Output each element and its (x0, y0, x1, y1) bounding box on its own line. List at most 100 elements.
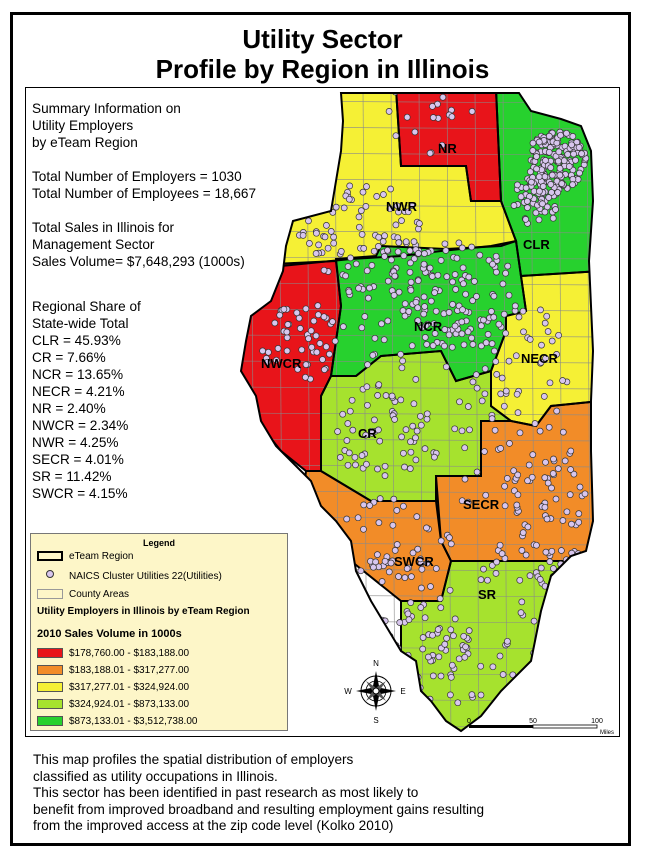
employer-point (401, 300, 409, 308)
caption-line-5: from the improved access at the zip code… (33, 818, 394, 833)
employer-point (418, 584, 425, 592)
employer-point (458, 244, 466, 252)
county-line (241, 282, 593, 286)
employer-point (516, 429, 524, 437)
employer-point (401, 463, 408, 471)
employer-point (312, 250, 320, 257)
employer-point (343, 437, 351, 444)
employer-point (456, 398, 463, 406)
employer-point (559, 517, 567, 524)
employer-point (331, 543, 339, 551)
employer-point (421, 303, 428, 310)
employer-point (381, 472, 389, 479)
employer-point (423, 559, 431, 567)
employer-point (426, 264, 434, 272)
employer-point (515, 313, 523, 321)
employer-point (478, 397, 486, 405)
employer-point (471, 278, 478, 285)
employer-point (414, 304, 422, 312)
compass-n: N (373, 659, 379, 668)
employer-point (555, 157, 562, 165)
county-line (474, 93, 480, 731)
employer-point (447, 673, 455, 681)
employer-point (410, 400, 418, 408)
employer-point (361, 313, 369, 320)
employer-point (544, 328, 552, 335)
employer-point (461, 444, 469, 452)
employer-point (402, 426, 410, 433)
employer-point (455, 655, 463, 663)
employer-point (533, 165, 540, 173)
employer-point (488, 562, 496, 569)
employer-point (378, 320, 385, 328)
county-line (241, 334, 593, 338)
region-ncr (331, 241, 526, 381)
employer-point (492, 252, 500, 260)
employer-point (352, 260, 360, 268)
employer-point (504, 262, 512, 270)
employer-point (436, 595, 444, 602)
employer-point (332, 203, 340, 211)
employer-point (464, 328, 472, 336)
employer-point (419, 634, 427, 641)
employer-point (510, 467, 518, 475)
employer-point (459, 264, 467, 272)
class-1-label: $178,760.00 - $183,188.00 (69, 648, 190, 659)
employer-point (563, 508, 571, 516)
region-label-clr: CLR (523, 237, 550, 252)
employer-point (400, 664, 407, 671)
employer-point (421, 250, 428, 257)
employer-point (407, 286, 415, 294)
employer-point (374, 392, 381, 399)
employer-point (378, 578, 386, 585)
employer-point (572, 564, 580, 572)
employer-point (453, 254, 461, 262)
employer-point (408, 202, 416, 209)
employer-point (469, 378, 477, 386)
class-3-swatch (37, 682, 63, 693)
employer-point (542, 157, 549, 164)
employer-point (391, 416, 398, 423)
employer-point (519, 307, 527, 315)
employer-point (310, 317, 318, 325)
employer-point (394, 248, 402, 256)
employer-point (517, 193, 525, 201)
legend-box: Legend eTeam Region NAICS Cluster Utilit… (30, 533, 288, 731)
scale-tick-50: 50 (529, 718, 537, 725)
point-swatch (37, 569, 63, 582)
employer-point (398, 217, 405, 224)
employer-point (516, 576, 524, 584)
employer-point (569, 575, 577, 582)
employer-point (523, 197, 531, 205)
employer-point (298, 346, 306, 354)
employer-point (577, 567, 584, 575)
region-border-secr (434, 399, 593, 562)
region-nr (396, 93, 501, 201)
employer-point (360, 501, 368, 509)
employer-point (429, 114, 437, 121)
employer-point (449, 301, 456, 308)
employer-point (429, 631, 436, 639)
share-cr: CR = 7.66% (32, 350, 106, 365)
employer-point (391, 547, 399, 554)
employer-point (537, 646, 544, 654)
employer-point (413, 513, 421, 520)
employer-point (427, 583, 434, 590)
employer-point (477, 322, 485, 330)
employer-point (326, 350, 333, 358)
legend-county-label: County Areas (69, 589, 130, 600)
employer-point (488, 415, 496, 422)
employer-point (518, 547, 526, 554)
employer-point (460, 632, 468, 640)
employer-point (376, 437, 384, 445)
scale-tick-100: 100 (591, 718, 603, 725)
employer-point (407, 686, 415, 694)
employer-point (375, 243, 382, 250)
employer-point (402, 238, 410, 246)
employer-point (545, 423, 553, 431)
employer-point (524, 477, 531, 485)
sales-line-2: Management Sector (32, 237, 155, 252)
employer-point (541, 474, 549, 481)
employer-point (395, 208, 402, 216)
employer-point (506, 690, 514, 698)
